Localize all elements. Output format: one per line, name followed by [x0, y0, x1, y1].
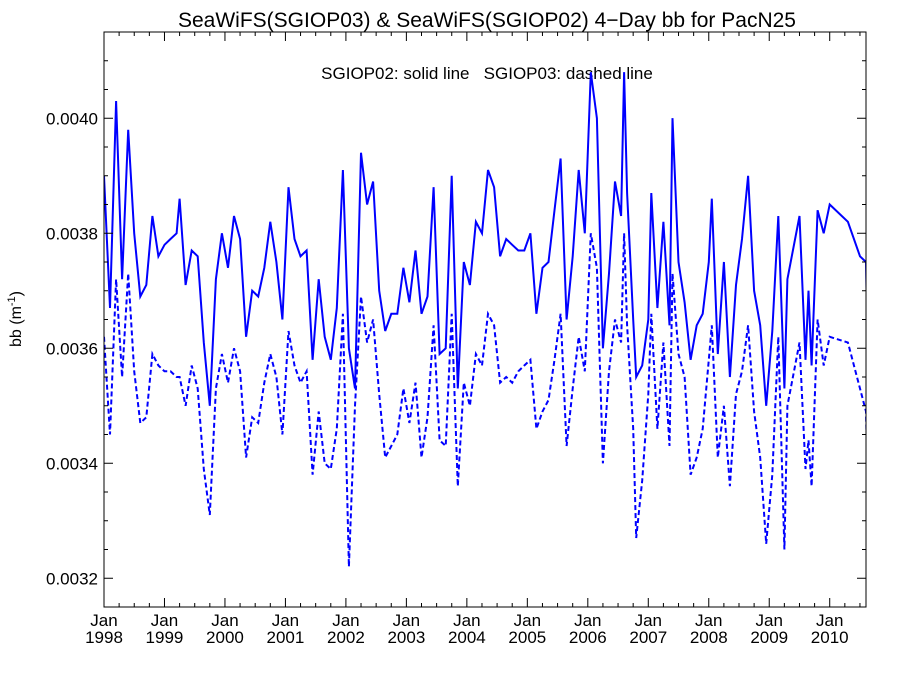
- x-tick-label-year: 2007: [629, 628, 667, 647]
- x-tick-label-year: 2010: [811, 628, 849, 647]
- y-axis-label: bb (m-1): [6, 291, 25, 347]
- x-tick-label-month: Jan: [211, 611, 238, 630]
- x-tick-label-year: 2004: [448, 628, 486, 647]
- x-tick-label-month: Jan: [514, 611, 541, 630]
- x-tick-label-month: Jan: [635, 611, 662, 630]
- series-line-sgiop03: [104, 233, 866, 567]
- x-tick-label-year: 2009: [750, 628, 788, 647]
- y-axis-label-exponent: -1: [6, 296, 18, 306]
- y-axis-label-close: ): [8, 291, 25, 296]
- x-tick-label-year: 2001: [267, 628, 305, 647]
- x-tick-label-month: Jan: [393, 611, 420, 630]
- y-tick-label: 0.0032: [46, 569, 98, 588]
- x-tick-label-month: Jan: [272, 611, 299, 630]
- axes: 0.00320.00340.00360.00380.0040Jan1998Jan…: [46, 32, 866, 647]
- x-tick-label-year: 2002: [327, 628, 365, 647]
- y-tick-label: 0.0040: [46, 109, 98, 128]
- y-tick-label: 0.0038: [46, 224, 98, 243]
- x-tick-label-year: 1999: [146, 628, 184, 647]
- x-tick-label-year: 2003: [387, 628, 425, 647]
- x-tick-label-month: Jan: [574, 611, 601, 630]
- series-line-sgiop02: [104, 72, 866, 406]
- plot-area: [104, 72, 866, 567]
- x-tick-label-month: Jan: [695, 611, 722, 630]
- x-tick-label-month: Jan: [151, 611, 178, 630]
- x-tick-label-year: 2000: [206, 628, 244, 647]
- x-tick-label-year: 2008: [690, 628, 728, 647]
- x-tick-label-month: Jan: [90, 611, 117, 630]
- x-tick-label-year: 2006: [569, 628, 607, 647]
- y-tick-label: 0.0034: [46, 454, 98, 473]
- x-tick-label-month: Jan: [816, 611, 843, 630]
- chart-title: SeaWiFS(SGIOP03) & SeaWiFS(SGIOP02) 4−Da…: [178, 9, 796, 32]
- x-tick-label-month: Jan: [332, 611, 359, 630]
- plot-frame: [103, 31, 867, 608]
- x-tick-label-year: 1998: [85, 628, 123, 647]
- x-tick-label-month: Jan: [453, 611, 480, 630]
- y-axis-label-base: bb (m: [8, 306, 25, 347]
- x-tick-label-month: Jan: [756, 611, 783, 630]
- series-annotation: SGIOP02: solid line SGIOP03: dashed line: [321, 64, 653, 83]
- x-tick-label-year: 2005: [508, 628, 546, 647]
- y-tick-label: 0.0036: [46, 339, 98, 358]
